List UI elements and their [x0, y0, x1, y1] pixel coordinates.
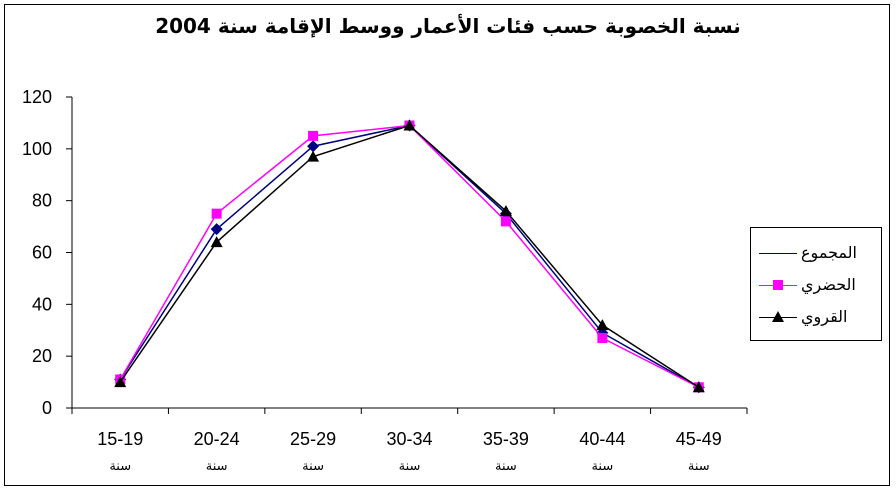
x-tick-label: 30-34: [386, 429, 432, 449]
legend-item-total: المجموع: [751, 238, 883, 268]
y-tick-label: 100: [22, 139, 52, 159]
x-tick-sublabel: سنة: [206, 459, 228, 474]
legend-item-urban: الحضري: [751, 270, 883, 300]
data-point: [500, 216, 511, 227]
data-point: [307, 150, 320, 162]
x-tick-label: 20-24: [194, 429, 240, 449]
y-tick-label: 60: [32, 243, 52, 263]
x-tick-label: 15-19: [97, 429, 143, 449]
y-tick-label: 0: [42, 398, 52, 418]
data-point: [210, 236, 223, 248]
x-tick-sublabel: سنة: [591, 459, 613, 474]
x-tick-label: 25-29: [290, 429, 336, 449]
data-point: [308, 130, 319, 141]
data-point: [596, 319, 609, 331]
data-point: [499, 205, 512, 217]
legend: المجموع الحضري القروي: [750, 227, 882, 341]
x-tick-sublabel: سنة: [688, 459, 710, 474]
y-tick-label: 40: [32, 294, 52, 314]
data-point: [114, 376, 127, 388]
x-tick-sublabel: سنة: [495, 459, 517, 474]
x-tick-sublabel: سنة: [302, 459, 324, 474]
data-point: [692, 381, 705, 393]
chart-title: نسبة الخصوبة حسب فئات الأعمار ووسط الإقا…: [155, 14, 741, 38]
chart-frame: [4, 4, 890, 486]
y-tick-label: 120: [22, 87, 52, 107]
data-point: [403, 119, 416, 131]
legend-item-rural: القروي: [751, 302, 883, 332]
triangle-marker-icon: [772, 311, 784, 322]
y-tick-label: 20: [32, 346, 52, 366]
square-marker-icon: [773, 280, 783, 290]
legend-label: الحضري: [801, 275, 856, 294]
series-line: [119, 124, 700, 388]
x-tick-sublabel: سنة: [109, 459, 131, 474]
x-tick-label: 35-39: [483, 429, 529, 449]
legend-label: المجموع: [801, 243, 857, 262]
x-tick-label: 45-49: [676, 429, 722, 449]
x-tick-sublabel: سنة: [399, 459, 421, 474]
data-point: [210, 223, 223, 236]
legend-label: القروي: [801, 307, 848, 326]
data-point: [597, 333, 608, 344]
data-point: [307, 140, 320, 153]
x-tick-label: 40-44: [579, 429, 625, 449]
data-point: [211, 208, 222, 219]
y-tick-label: 80: [32, 191, 52, 211]
